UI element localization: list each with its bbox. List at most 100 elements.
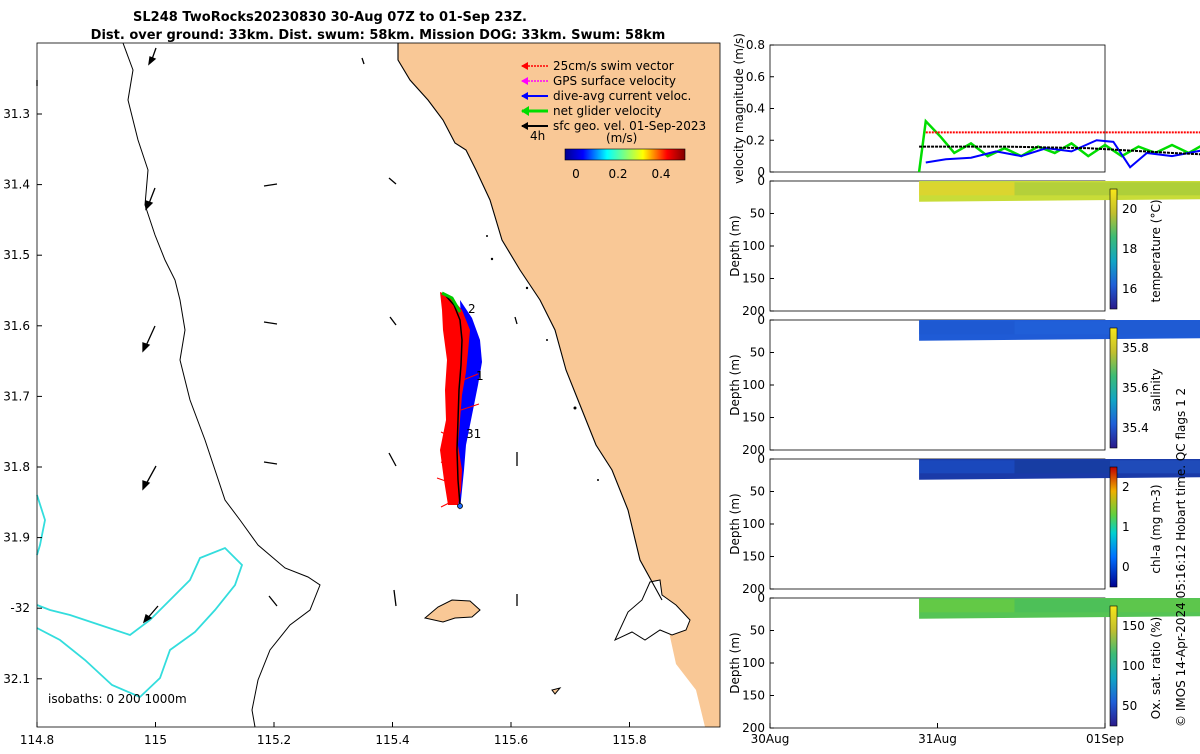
rottnest-island — [423, 599, 481, 623]
dive-avg-current-vectors — [455, 300, 482, 510]
depth-tick-label: 0 — [757, 313, 765, 327]
map-legend: 25cm/s swim vector GPS surface velocity … — [521, 59, 706, 181]
velocity-y-axis-label: velocity magnitude (m/s) — [732, 33, 746, 184]
map-x-tick-label: 115.2 — [257, 733, 291, 747]
net-glider-path — [445, 295, 463, 506]
depth-tick-label: 150 — [742, 411, 765, 425]
depth-axis-label: Depth (m) — [728, 354, 742, 415]
profile-data-patch — [1110, 321, 1200, 335]
map-y-tick-label: 32.1 — [3, 672, 30, 686]
colorbar-tick-label: 35.6 — [1122, 381, 1149, 395]
map-y-tick-label: 31.9 — [3, 531, 30, 545]
isobath-1000 — [36, 494, 244, 699]
legend-gps-velocity: GPS surface velocity — [553, 74, 676, 88]
velocity-y-tick-label: 0.6 — [746, 70, 765, 84]
profile-data-patch — [919, 599, 1015, 613]
profile-data-patch — [1110, 460, 1200, 474]
date-tick-label: 01Sep — [1086, 732, 1124, 746]
depth-tick-label: 200 — [742, 582, 765, 596]
profile-colorbar — [1109, 466, 1118, 588]
velocity-y-tick-label: 0 — [757, 165, 765, 179]
depth-tick-label: 100 — [742, 656, 765, 670]
colorbar-tick-label: 1 — [1122, 520, 1130, 534]
glider-track: 2 1 31 — [436, 291, 484, 510]
depth-axis-label: Depth (m) — [728, 493, 742, 554]
velocity-series-line — [919, 145, 1200, 156]
track-label-2: 2 — [468, 302, 476, 316]
colorbar-tick-label: 35.4 — [1122, 421, 1149, 435]
map-x-tick-label: 114.8 — [20, 733, 54, 747]
profile-colorbar — [1109, 605, 1118, 727]
map-panel: 2 1 31 25cm/s swim vector — [3, 42, 721, 747]
velocity-y-tick-label: 0.8 — [746, 38, 765, 52]
colorbar-tick-label: 35.8 — [1122, 341, 1149, 355]
coastline — [397, 43, 663, 601]
colorbar-title: (m/s) — [606, 131, 637, 145]
colorbar-tick-label: 2 — [1122, 480, 1130, 494]
map-x-tick-label: 115.8 — [612, 733, 646, 747]
profile-data-patch — [919, 182, 1015, 196]
colorbar-tick-0: 0 — [572, 167, 580, 181]
map-y-tick-label: -32 — [10, 601, 30, 615]
colorbar-tick-label: 0 — [1122, 560, 1130, 574]
depth-tick-label: 200 — [742, 721, 765, 735]
depth-axis-label: Depth (m) — [728, 215, 742, 276]
glider-position — [457, 503, 463, 509]
colorbar-label: temperature (°C) — [1149, 200, 1163, 303]
depth-tick-label: 50 — [750, 346, 765, 360]
depth-tick-label: 0 — [757, 591, 765, 605]
depth-tick-label: 0 — [757, 174, 765, 188]
profile-data-patch — [1014, 599, 1111, 613]
profile-data-patch — [1014, 460, 1111, 474]
track-label-1: 1 — [476, 369, 484, 383]
map-y-tick-label: 31.6 — [3, 319, 30, 333]
map-y-tick-label: 31.4 — [3, 178, 30, 192]
isobaths-label: isobaths: 0 200 1000m — [48, 692, 187, 706]
colorbar-label: Ox. sat. ratio (%) — [1149, 617, 1163, 719]
title-line-2: Dist. over ground: 33km. Dist. swum: 58k… — [91, 28, 666, 43]
legend-net-glider: net glider velocity — [553, 104, 661, 118]
date-tick-label: 31Aug — [918, 732, 957, 746]
profile-data-patch — [1014, 321, 1111, 335]
velocity-y-tick-label: 0.4 — [746, 102, 765, 116]
map-y-tick-label: 31.8 — [3, 460, 30, 474]
velocity-series-line — [925, 139, 1200, 169]
map-x-tick-label: 115 — [144, 733, 167, 747]
map-y-tick-label: 31.5 — [3, 248, 30, 262]
velocity-y-tick-label: 0.2 — [746, 133, 765, 147]
legend-scale-label: 4h — [530, 129, 545, 143]
depth-tick-label: 150 — [742, 550, 765, 564]
colorbar-tick-label: 150 — [1122, 619, 1145, 633]
depth-tick-label: 50 — [750, 207, 765, 221]
colorbar-tick-label: 16 — [1122, 282, 1137, 296]
depth-tick-label: 50 — [750, 485, 765, 499]
map-y-tick-label: 31.7 — [3, 389, 30, 403]
profile-plot-area — [769, 458, 1106, 590]
colorbar-label: chl-a (mg m-3) — [1149, 484, 1163, 573]
depth-axis-label: Depth (m) — [728, 632, 742, 693]
depth-tick-label: 150 — [742, 272, 765, 286]
profile-data-patch — [1110, 599, 1200, 613]
depth-tick-label: 200 — [742, 443, 765, 457]
colorbar-label: salinity — [1149, 368, 1163, 411]
colorbar-tick-1: 0.2 — [608, 167, 627, 181]
profile-colorbar — [1109, 327, 1118, 449]
profile-plot-area — [769, 180, 1106, 312]
map-x-tick-label: 115.4 — [375, 733, 409, 747]
depth-tick-label: 150 — [742, 689, 765, 703]
depth-tick-label: 0 — [757, 452, 765, 466]
depth-tick-label: 50 — [750, 624, 765, 638]
legend-swim-vector: 25cm/s swim vector — [553, 59, 674, 73]
inlet — [613, 579, 691, 642]
speed-colorbar — [564, 148, 686, 161]
profile-plot-area — [769, 319, 1106, 451]
depth-tick-label: 200 — [742, 304, 765, 318]
profile-data-patch — [919, 321, 1015, 335]
colorbar-tick-label: 50 — [1122, 699, 1137, 713]
colorbar-tick-label: 20 — [1122, 202, 1137, 216]
profile-data-patch — [1014, 182, 1111, 196]
isobath-200 — [122, 42, 321, 728]
credit-text: © IMOS 14-Apr-2024 05:16:12 Hobart time.… — [1174, 388, 1188, 727]
